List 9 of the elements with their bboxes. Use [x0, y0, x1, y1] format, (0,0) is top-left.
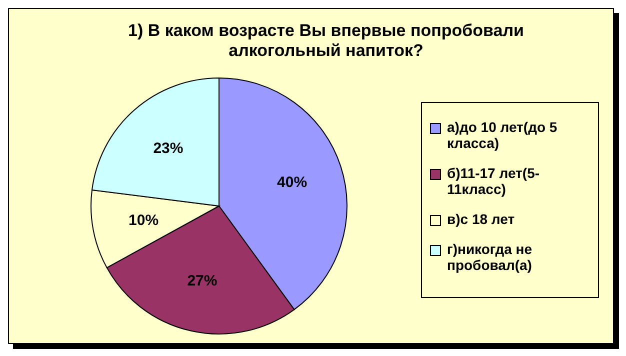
legend-label: а)до 10 лет(до 5 класса) [447, 119, 558, 151]
legend-label: в)с 18 лет [447, 211, 515, 227]
chart-title: 1) В каком возрасте Вы впервые попробовали алкогольный напиток? [127, 20, 525, 61]
legend-label: г)никогда не пробовал(а) [447, 241, 534, 273]
data-label: 23% [153, 140, 184, 157]
data-label: 40% [277, 174, 308, 191]
legend-label: б)11-17 лет(5-11класс) [447, 165, 541, 197]
data-label: 10% [128, 212, 159, 229]
data-label: 27% [187, 272, 218, 290]
